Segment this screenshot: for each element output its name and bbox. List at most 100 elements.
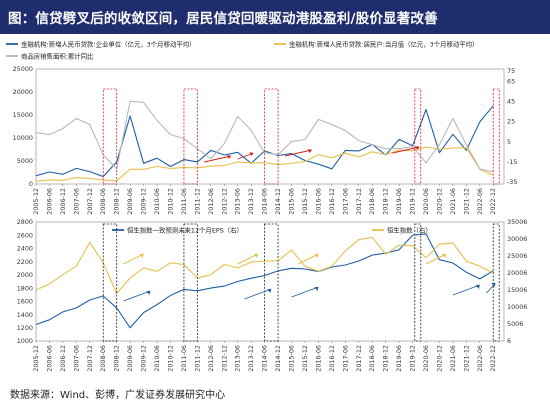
x-tick-label: 2017-12 xyxy=(355,345,363,372)
x-tick-label: 2008-12 xyxy=(113,188,121,215)
y-right-tick-label: 5006 xyxy=(507,320,523,328)
x-tick-label: 2015-06 xyxy=(288,345,296,372)
index-arrow-1 xyxy=(123,253,144,265)
legend-label-2: 恒生指数（右） xyxy=(387,225,432,234)
x-tick-label: 2017-06 xyxy=(341,188,349,215)
y-left-tick-label: 10000 xyxy=(13,134,33,142)
x-tick-label: 2014-06 xyxy=(261,345,269,372)
period-box-3 xyxy=(264,223,279,342)
x-tick-label: 2021-12 xyxy=(462,188,470,215)
x-tick-label: 2020-06 xyxy=(422,345,430,372)
x-tick-label: 2009-12 xyxy=(140,188,148,215)
y-right-tick-label: 25006 xyxy=(507,252,527,260)
series-line-2 xyxy=(35,146,494,182)
period-box-4 xyxy=(414,223,422,342)
y-left-tick-label: 2800 xyxy=(17,218,33,226)
period-box-2 xyxy=(183,223,198,342)
x-tick-label: 2012-12 xyxy=(220,188,228,215)
x-tick-label: 2016-06 xyxy=(314,188,322,215)
x-tick-label: 2021-06 xyxy=(449,345,457,372)
index-arrow-3 xyxy=(298,253,319,265)
eps-arrowhead-3 xyxy=(314,287,319,291)
x-tick-label: 2015-12 xyxy=(301,345,309,372)
x-tick-label: 2021-06 xyxy=(449,188,457,215)
y-right-tick-label: 30006 xyxy=(507,235,527,243)
series-line-2 xyxy=(35,236,494,294)
x-tick-label: 2012-06 xyxy=(207,345,215,372)
y-right-tick-label: 15006 xyxy=(507,286,527,294)
x-tick-label: 2013-06 xyxy=(234,345,242,372)
x-tick-label: 2015-12 xyxy=(301,188,309,215)
highlight-box-4 xyxy=(414,88,422,185)
x-tick-label: 2010-12 xyxy=(166,345,174,372)
eps-arrow-1 xyxy=(123,290,151,302)
eps-arrowhead-4 xyxy=(475,285,480,289)
eps-arrowhead-2 xyxy=(267,289,272,293)
x-tick-label: 2015-06 xyxy=(288,188,296,215)
x-tick-label: 2006-12 xyxy=(59,345,67,372)
x-tick-label: 2009-12 xyxy=(140,345,148,372)
y-left-tick-label: 15000 xyxy=(13,111,33,119)
x-tick-label: 2013-06 xyxy=(234,188,242,215)
index-arrow-4 xyxy=(425,253,447,265)
trend-arrowhead-3 xyxy=(307,149,312,153)
series-line-3 xyxy=(35,100,494,173)
index-arrowhead-1 xyxy=(139,254,144,258)
y-left-tick-label: 5000 xyxy=(17,157,33,165)
highlight-box-3 xyxy=(264,88,279,185)
legend-label-1: 恒生指数一致预测未来12个月EPS（右） xyxy=(127,225,243,234)
trend-arrow-1 xyxy=(204,155,232,163)
x-tick-label: 2006-06 xyxy=(45,345,53,372)
title-bar: 图：信贷劈叉后的收敛区间，居民信贷回暖驱动港股盈利/股价显著改善 xyxy=(0,0,550,34)
y-right-tick-label: 35006 xyxy=(507,218,527,226)
y-left-tick-label: 20000 xyxy=(13,88,33,96)
y-right-tick-label: 6 xyxy=(507,337,511,345)
x-tick-label: 2008-12 xyxy=(113,345,121,372)
y-right-tick-label: 25 xyxy=(507,118,515,126)
x-tick-label: 2011-06 xyxy=(180,345,188,372)
y-left-tick-label: 1600 xyxy=(17,298,33,306)
y-left-tick-label: 1200 xyxy=(17,324,33,332)
x-tick-label: 2017-06 xyxy=(341,345,349,372)
y-right-tick-label: 75 xyxy=(507,67,515,75)
bottom-chart: 1000 1200 1400 1600 1800 2000 2200 2400 2600 2800… xyxy=(17,218,528,372)
figure-title: 图：信贷劈叉后的收敛区间，居民信贷回暖驱动港股盈利/股价显著改善 xyxy=(8,11,438,27)
index-arrowhead-3 xyxy=(314,254,319,258)
x-tick-label: 2007-12 xyxy=(86,345,94,372)
y-right-tick-label: -35 xyxy=(507,178,517,186)
eps-arrow-2 xyxy=(244,288,272,300)
x-tick-label: 2020-06 xyxy=(422,188,430,215)
x-tick-label: 2016-12 xyxy=(328,345,336,372)
x-tick-label: 2018-06 xyxy=(368,345,376,372)
y-right-tick-label: 10006 xyxy=(507,303,527,311)
x-tick-label: 2011-12 xyxy=(193,345,201,372)
source-note: 数据来源：Wind、彭博，广发证券发展研究中心 xyxy=(10,390,226,401)
x-tick-label: 2008-06 xyxy=(99,188,107,215)
highlight-box-1 xyxy=(102,88,118,185)
x-tick-label: 2007-06 xyxy=(72,345,80,372)
x-tick-label: 2008-06 xyxy=(99,345,107,372)
trend-arrowhead-2 xyxy=(249,152,254,156)
x-tick-label: 2016-06 xyxy=(314,345,322,372)
y-right-tick-label: 45 xyxy=(507,97,515,105)
x-tick-label: 2012-06 xyxy=(207,188,215,215)
plot-frame xyxy=(35,68,505,185)
y-left-tick-label: 25000 xyxy=(13,65,33,73)
x-tick-label: 2010-06 xyxy=(153,345,161,372)
x-tick-label: 2005-12 xyxy=(32,188,40,215)
x-tick-label: 2022-12 xyxy=(489,188,497,215)
y-left-tick-label: 2000 xyxy=(17,271,33,279)
x-tick-label: 2011-12 xyxy=(193,188,201,215)
highlight-box-2 xyxy=(183,88,198,185)
eps-arrow-3 xyxy=(291,286,319,298)
eps-arrowhead-1 xyxy=(146,291,151,295)
x-tick-label: 2012-12 xyxy=(220,345,228,372)
index-arrowhead-4 xyxy=(442,254,447,258)
x-tick-label: 2014-06 xyxy=(261,188,269,215)
y-right-tick-label: 20006 xyxy=(507,269,527,277)
x-tick-label: 2007-06 xyxy=(72,188,80,215)
y-right-tick-label: 5 xyxy=(507,138,511,146)
x-tick-label: 2013-12 xyxy=(247,188,255,215)
x-tick-label: 2016-12 xyxy=(328,188,336,215)
